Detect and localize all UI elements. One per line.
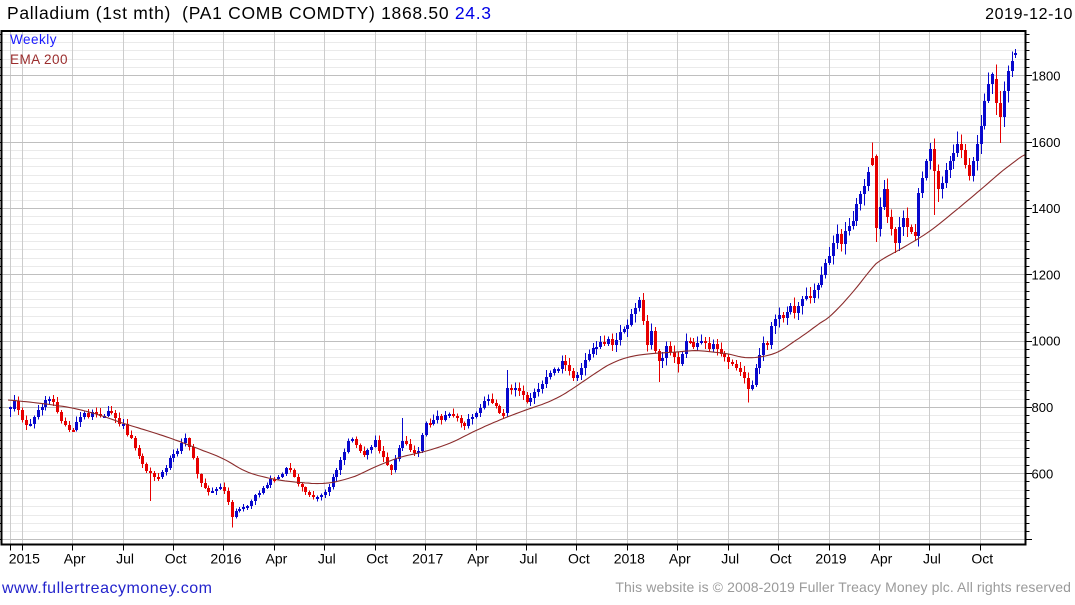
svg-text:Apr: Apr (64, 551, 86, 567)
svg-text:2017: 2017 (412, 551, 443, 567)
svg-text:2018: 2018 (614, 551, 645, 567)
svg-text:This website is © 2008-2019 Fu: This website is © 2008-2019 Fuller Treac… (615, 579, 1071, 595)
svg-text:1800: 1800 (1032, 69, 1061, 84)
svg-text:1400: 1400 (1032, 201, 1061, 216)
svg-text:Jul: Jul (923, 551, 941, 567)
svg-text:Oct: Oct (366, 551, 388, 567)
svg-text:2019: 2019 (815, 551, 846, 567)
svg-text:Jul: Jul (116, 551, 134, 567)
svg-text:2019-12-10: 2019-12-10 (985, 6, 1073, 23)
svg-text:1000: 1000 (1032, 334, 1061, 349)
svg-text:Jul: Jul (721, 551, 739, 567)
svg-text:Weekly: Weekly (10, 32, 57, 47)
svg-text:Oct: Oct (165, 551, 187, 567)
svg-text:Apr: Apr (266, 551, 288, 567)
svg-text:Apr: Apr (669, 551, 691, 567)
svg-text:www.fullertreacymoney.com: www.fullertreacymoney.com (1, 580, 212, 597)
svg-text:Apr: Apr (467, 551, 489, 567)
svg-text:2015: 2015 (9, 551, 40, 567)
svg-text:Palladium (1st mth) (PA1 COMB: Palladium (1st mth) (PA1 COMB COMDTY) 18… (7, 3, 492, 23)
svg-text:Oct: Oct (568, 551, 590, 567)
svg-text:2016: 2016 (210, 551, 241, 567)
svg-text:Jul: Jul (520, 551, 538, 567)
svg-text:Oct: Oct (770, 551, 792, 567)
svg-text:800: 800 (1032, 400, 1054, 415)
svg-text:Jul: Jul (318, 551, 336, 567)
svg-text:1600: 1600 (1032, 135, 1061, 150)
svg-text:Oct: Oct (971, 551, 993, 567)
svg-text:Apr: Apr (871, 551, 893, 567)
svg-text:EMA 200: EMA 200 (10, 52, 68, 67)
svg-text:1200: 1200 (1032, 267, 1061, 282)
svg-text:600: 600 (1032, 466, 1054, 481)
